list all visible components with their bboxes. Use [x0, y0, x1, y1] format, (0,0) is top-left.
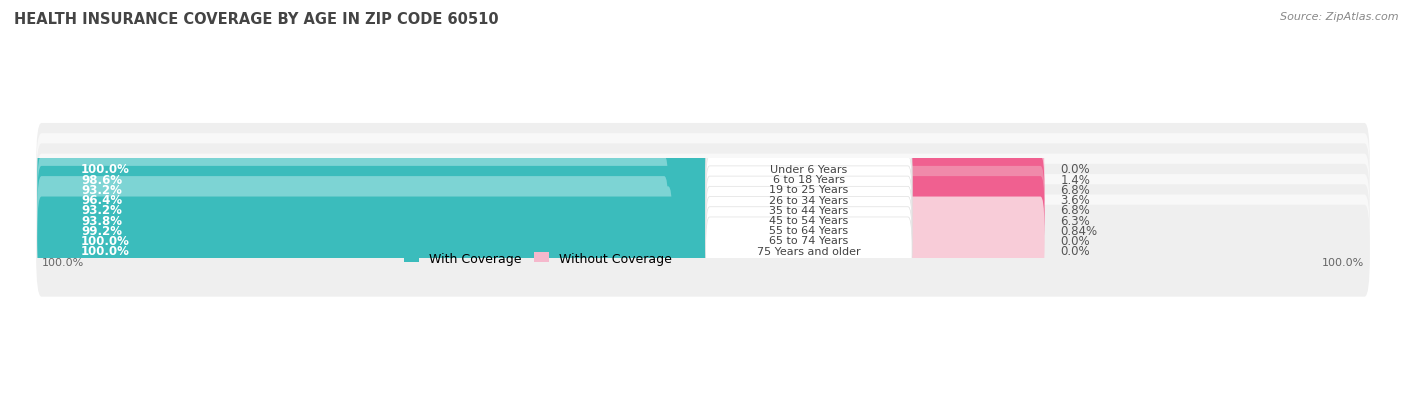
- FancyBboxPatch shape: [706, 177, 912, 244]
- FancyBboxPatch shape: [38, 146, 704, 214]
- FancyBboxPatch shape: [38, 156, 668, 223]
- Text: 100.0%: 100.0%: [41, 258, 84, 268]
- FancyBboxPatch shape: [37, 205, 1369, 297]
- Text: 93.2%: 93.2%: [82, 204, 122, 217]
- FancyBboxPatch shape: [38, 217, 714, 285]
- FancyBboxPatch shape: [706, 187, 912, 254]
- FancyBboxPatch shape: [37, 123, 1369, 216]
- FancyBboxPatch shape: [38, 177, 668, 244]
- Text: 6.8%: 6.8%: [1060, 183, 1090, 197]
- FancyBboxPatch shape: [904, 136, 1045, 203]
- FancyBboxPatch shape: [706, 207, 912, 275]
- FancyBboxPatch shape: [706, 166, 912, 234]
- Text: 55 to 64 Years: 55 to 64 Years: [769, 225, 848, 236]
- FancyBboxPatch shape: [37, 195, 1369, 287]
- Text: 19 to 25 Years: 19 to 25 Years: [769, 185, 848, 195]
- FancyBboxPatch shape: [706, 197, 912, 264]
- FancyBboxPatch shape: [38, 197, 709, 264]
- FancyBboxPatch shape: [37, 154, 1369, 246]
- FancyBboxPatch shape: [38, 207, 714, 275]
- Text: 0.0%: 0.0%: [1060, 235, 1090, 247]
- FancyBboxPatch shape: [706, 136, 912, 203]
- Text: 93.8%: 93.8%: [82, 214, 122, 227]
- FancyBboxPatch shape: [37, 144, 1369, 236]
- Text: 26 to 34 Years: 26 to 34 Years: [769, 195, 848, 205]
- Text: 100.0%: 100.0%: [82, 244, 129, 258]
- Text: 6 to 18 Years: 6 to 18 Years: [773, 175, 845, 185]
- Text: 96.4%: 96.4%: [82, 194, 122, 206]
- Text: 0.84%: 0.84%: [1060, 224, 1097, 237]
- Text: 93.2%: 93.2%: [82, 183, 122, 197]
- Text: 98.6%: 98.6%: [82, 173, 122, 186]
- Legend: With Coverage, Without Coverage: With Coverage, Without Coverage: [399, 247, 676, 270]
- Text: 65 to 74 Years: 65 to 74 Years: [769, 236, 848, 246]
- FancyBboxPatch shape: [706, 217, 912, 285]
- Text: HEALTH INSURANCE COVERAGE BY AGE IN ZIP CODE 60510: HEALTH INSURANCE COVERAGE BY AGE IN ZIP …: [14, 12, 499, 27]
- FancyBboxPatch shape: [37, 185, 1369, 277]
- FancyBboxPatch shape: [37, 175, 1369, 266]
- Text: 99.2%: 99.2%: [82, 224, 122, 237]
- Text: 1.4%: 1.4%: [1060, 173, 1090, 186]
- Text: 100.0%: 100.0%: [82, 235, 129, 247]
- FancyBboxPatch shape: [37, 134, 1369, 225]
- Text: 35 to 44 Years: 35 to 44 Years: [769, 205, 848, 215]
- Text: 45 to 54 Years: 45 to 54 Years: [769, 216, 848, 225]
- FancyBboxPatch shape: [904, 187, 1045, 254]
- Text: Under 6 Years: Under 6 Years: [770, 164, 848, 175]
- Text: 0.0%: 0.0%: [1060, 244, 1090, 258]
- Text: 3.6%: 3.6%: [1060, 194, 1090, 206]
- FancyBboxPatch shape: [904, 217, 1045, 285]
- Text: 6.8%: 6.8%: [1060, 204, 1090, 217]
- FancyBboxPatch shape: [904, 166, 1045, 234]
- FancyBboxPatch shape: [904, 207, 1045, 275]
- Text: 100.0%: 100.0%: [1322, 258, 1365, 268]
- FancyBboxPatch shape: [904, 156, 1045, 223]
- FancyBboxPatch shape: [904, 197, 1045, 264]
- FancyBboxPatch shape: [38, 136, 714, 203]
- FancyBboxPatch shape: [706, 156, 912, 223]
- Text: 6.3%: 6.3%: [1060, 214, 1090, 227]
- FancyBboxPatch shape: [38, 187, 672, 254]
- FancyBboxPatch shape: [38, 166, 689, 234]
- FancyBboxPatch shape: [904, 146, 1045, 214]
- FancyBboxPatch shape: [706, 146, 912, 214]
- FancyBboxPatch shape: [37, 164, 1369, 256]
- Text: 100.0%: 100.0%: [82, 163, 129, 176]
- FancyBboxPatch shape: [904, 177, 1045, 244]
- Text: Source: ZipAtlas.com: Source: ZipAtlas.com: [1281, 12, 1399, 22]
- Text: 0.0%: 0.0%: [1060, 163, 1090, 176]
- Text: 75 Years and older: 75 Years and older: [756, 246, 860, 256]
